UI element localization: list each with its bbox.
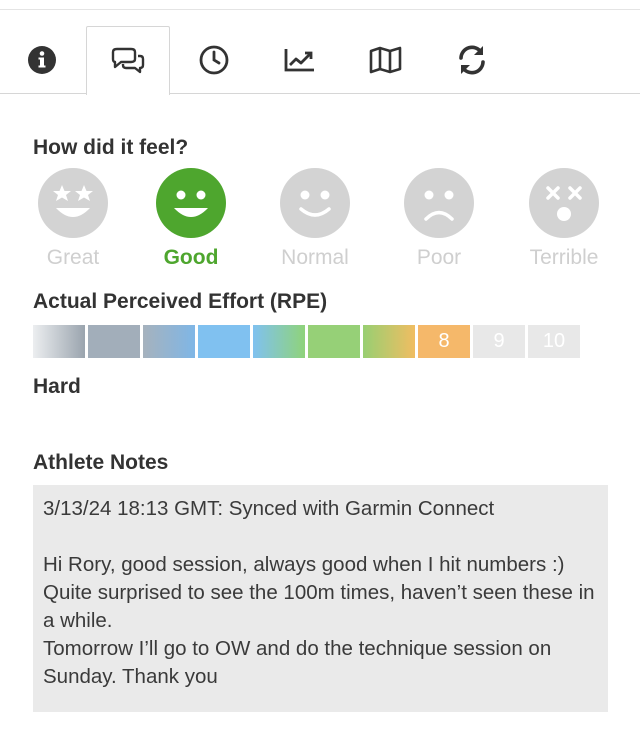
top-divider (0, 9, 640, 10)
tab-info[interactable] (0, 26, 84, 94)
info-icon (28, 46, 56, 74)
feel-option-terrible[interactable]: Terrible (504, 168, 624, 270)
feel-label: Good (163, 246, 219, 269)
feel-title: How did it feel? (33, 136, 189, 159)
feel-option-great[interactable]: Great (13, 168, 133, 270)
rpe-segment-3[interactable] (143, 325, 195, 358)
rpe-segment-7[interactable] (363, 325, 415, 358)
line-chart-icon (284, 49, 314, 72)
rpe-level-label: Hard (33, 375, 81, 398)
athlete-notes-textarea[interactable]: 3/13/24 18:13 GMT: Synced with Garmin Co… (33, 485, 608, 712)
rpe-segment-8[interactable]: 8 (418, 325, 470, 358)
rpe-segment-9[interactable]: 9 (473, 325, 525, 358)
good-face-icon (156, 168, 226, 238)
map-icon (369, 46, 402, 74)
rpe-title: Actual Perceived Effort (RPE) (33, 290, 328, 313)
comments-icon (111, 47, 145, 74)
rpe-segment-10[interactable]: 10 (528, 325, 580, 358)
feel-option-normal[interactable]: Normal (255, 168, 375, 270)
terrible-face-icon (529, 168, 599, 238)
sync-icon (459, 45, 485, 75)
feel-option-poor[interactable]: Poor (379, 168, 499, 270)
feel-label: Great (46, 246, 100, 269)
tab-history[interactable] (172, 26, 256, 94)
rpe-segment-2[interactable] (88, 325, 140, 358)
feel-label: Terrible (529, 246, 599, 269)
tab-charts[interactable] (258, 26, 342, 94)
feel-label: Normal (281, 246, 349, 269)
poor-face-icon (404, 168, 474, 238)
rpe-segment-1[interactable] (33, 325, 85, 358)
tab-map[interactable] (344, 26, 428, 94)
rpe-segment-4[interactable] (198, 325, 250, 358)
feel-label: Poor (416, 246, 462, 269)
tab-bar-divider (0, 93, 640, 94)
normal-face-icon (280, 168, 350, 238)
rpe-segment-6[interactable] (308, 325, 360, 358)
tab-sync[interactable] (430, 26, 514, 94)
feel-options: Great Good Normal (0, 168, 640, 273)
notes-title: Athlete Notes (33, 451, 169, 474)
rpe-segment-5[interactable] (253, 325, 305, 358)
great-face-icon (38, 168, 108, 238)
rpe-scale: 8 9 10 (33, 325, 583, 358)
tab-bar (0, 26, 640, 95)
feel-option-good[interactable]: Good (131, 168, 251, 270)
tab-comments[interactable] (86, 26, 170, 95)
clock-icon (199, 45, 229, 75)
